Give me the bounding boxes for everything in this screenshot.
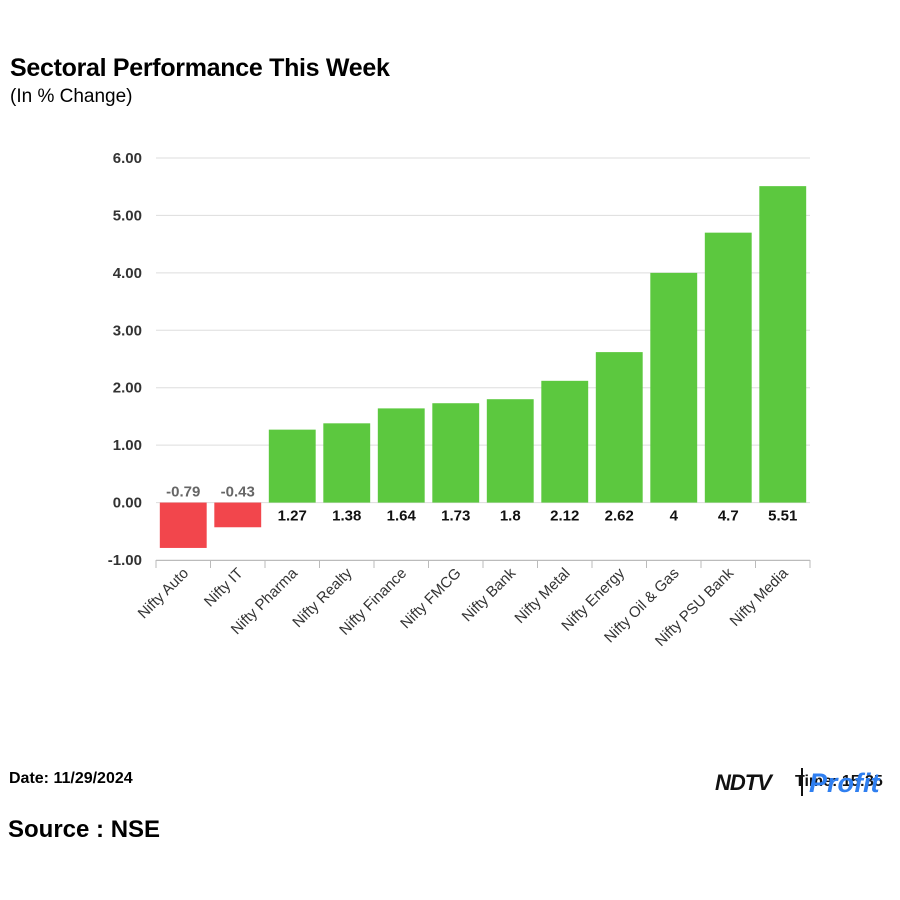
y-tick-label: 0.00 <box>113 495 142 512</box>
y-tick-label: 6.00 <box>113 150 142 167</box>
data-label: 2.62 <box>605 508 634 525</box>
x-tick-label: Nifty Bank <box>459 564 520 625</box>
x-tick-label: Nifty Auto <box>135 565 192 622</box>
data-label: 2.12 <box>550 508 579 525</box>
y-tick-label: 2.00 <box>113 380 142 397</box>
profit-logo-text: Profit <box>809 768 880 798</box>
bar <box>486 399 534 503</box>
bar <box>268 429 316 503</box>
bar <box>704 232 752 503</box>
bar-chart: -1.00 0.00 1.00 2.00 3.00 4.00 5.00 6.00 -0.79 Ni… <box>108 150 811 650</box>
y-tick-label: -1.00 <box>108 552 142 569</box>
data-label: 4.7 <box>718 508 739 525</box>
bar <box>159 502 207 548</box>
data-label: 1.38 <box>332 508 361 525</box>
data-label: 1.8 <box>500 508 521 525</box>
time-label: Time: 15:35 <box>795 773 883 790</box>
bar <box>323 423 371 503</box>
bar <box>650 272 698 503</box>
bar <box>541 380 589 503</box>
logo-divider <box>801 768 803 796</box>
y-tick-label: 5.00 <box>113 207 142 224</box>
date-label: Date: 11/29/2024 <box>9 770 133 787</box>
data-label: 1.27 <box>278 508 307 525</box>
chart-title: Sectoral Performance This Week <box>10 54 390 82</box>
data-label: 1.64 <box>387 508 417 525</box>
data-label: -0.79 <box>166 484 200 501</box>
bar <box>595 352 643 503</box>
x-tick-label: Nifty IT <box>201 565 247 611</box>
bar <box>432 403 480 503</box>
chart-subtitle: (In % Change) <box>10 86 133 107</box>
bar <box>214 502 262 528</box>
ndtv-logo-text: NDTV <box>715 770 772 795</box>
data-label: 1.73 <box>441 508 470 525</box>
brand-logo: NDTV Time: 15:35 Profit <box>715 766 895 800</box>
y-tick-label: 1.00 <box>113 437 142 454</box>
data-label: -0.43 <box>221 484 255 501</box>
bar <box>759 186 807 503</box>
x-tick-label: Nifty Media <box>727 564 793 630</box>
y-tick-label: 4.00 <box>113 265 142 282</box>
y-tick-label: 3.00 <box>113 322 142 339</box>
source-label: Source : NSE <box>8 816 161 843</box>
data-label: 4 <box>670 508 679 525</box>
bar <box>377 408 425 503</box>
data-label: 5.51 <box>768 508 797 525</box>
